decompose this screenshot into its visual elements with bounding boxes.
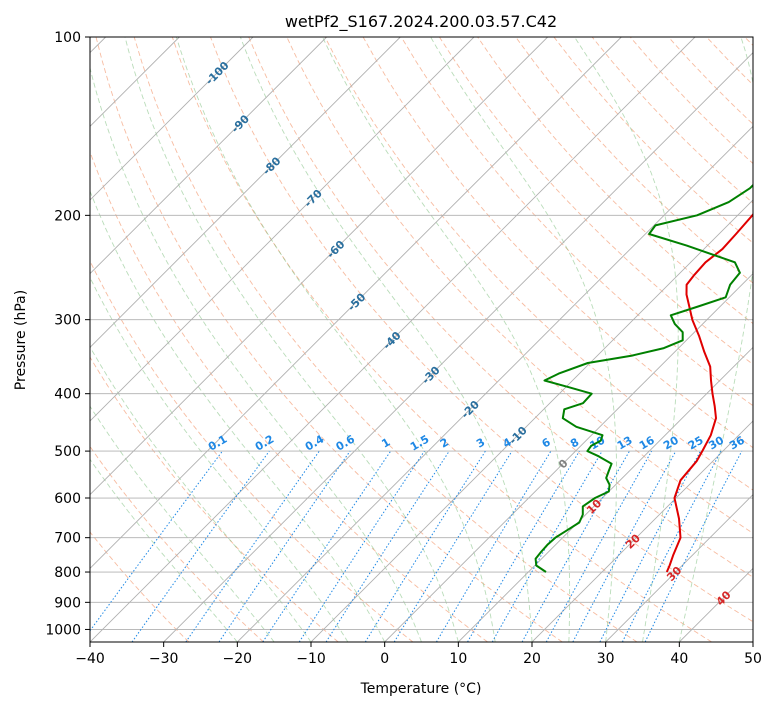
x-axis-ticks: −40 −30 −20 −10 0 10 20 30 40 50 xyxy=(75,642,762,667)
y-tick-label: 1000 xyxy=(45,622,81,638)
plot-background xyxy=(90,37,753,642)
isotherm xyxy=(90,37,401,348)
mixing-ratio-line xyxy=(325,450,450,642)
isotherm xyxy=(90,37,475,422)
mixing-ratio-line xyxy=(298,450,425,642)
dry-adiabat xyxy=(210,37,753,623)
y-axis-ticks: 100 200 300 400 500 600 700 800 900 1000 xyxy=(45,30,90,638)
isotherm xyxy=(90,37,548,496)
x-tick-label: 20 xyxy=(523,651,541,667)
y-tick-label: 400 xyxy=(54,387,81,403)
x-tick-label: 40 xyxy=(670,651,688,667)
dry-adiabat xyxy=(515,37,753,284)
isotherm xyxy=(90,37,254,201)
mixing-ratio-line xyxy=(262,450,392,642)
y-tick-label: 900 xyxy=(54,595,81,611)
dry-adiabat xyxy=(90,150,488,642)
isotherm xyxy=(531,420,753,642)
plot-frame xyxy=(89,36,754,643)
y-tick-label: 100 xyxy=(54,30,81,46)
moist-adiabat xyxy=(678,37,753,642)
moist-adiabat xyxy=(239,37,533,642)
moist-adiabat xyxy=(90,276,349,642)
isotherm xyxy=(458,346,753,642)
dry-adiabat xyxy=(133,37,638,642)
dry-adiabat xyxy=(90,531,190,642)
mixing-ratio-line xyxy=(435,450,552,642)
dewpoint-profile-line xyxy=(534,183,753,573)
isotherm xyxy=(384,273,753,642)
dry-adiabat xyxy=(400,37,753,407)
mixing-ratio-line xyxy=(393,450,513,642)
mixing-ratio-line xyxy=(185,450,320,642)
mixing-ratio-line xyxy=(621,450,722,642)
isotherm xyxy=(310,199,753,642)
isotherm xyxy=(90,37,622,569)
x-tick-label: 0 xyxy=(380,651,389,667)
mixing-ratio-line xyxy=(90,450,223,632)
dry-adiabat xyxy=(90,445,264,642)
moist-adiabat xyxy=(90,405,275,642)
x-tick-label: 30 xyxy=(597,651,615,667)
dry-adiabat xyxy=(171,37,712,642)
mixing-ratio-line xyxy=(644,450,743,642)
temperature-profile-line xyxy=(665,212,753,573)
mixing-ratio-line xyxy=(545,450,653,642)
x-tick-label: 50 xyxy=(744,651,762,667)
x-tick-label: 10 xyxy=(449,651,467,667)
isotherm xyxy=(237,125,753,642)
isotherm xyxy=(90,37,327,275)
x-axis-label: Temperature (°C) xyxy=(360,681,482,697)
y-tick-label: 200 xyxy=(54,208,81,224)
dry-adiabat xyxy=(439,37,753,365)
moist-adiabat xyxy=(124,37,459,642)
x-tick-label: −40 xyxy=(75,651,105,667)
moist-adiabat xyxy=(430,37,617,642)
dry-adiabat xyxy=(90,356,339,642)
mixing-ratio-line xyxy=(364,450,486,642)
dry-adiabat xyxy=(324,37,753,491)
mixing-ratio-line xyxy=(572,450,677,642)
x-tick-label: −30 xyxy=(149,651,179,667)
dry-adiabat xyxy=(95,37,563,642)
y-tick-label: 700 xyxy=(54,531,81,547)
moist-adiabat xyxy=(574,37,679,642)
dry-adiabat xyxy=(248,37,753,578)
moist-adiabat xyxy=(90,190,386,642)
mixing-ratio-line xyxy=(131,450,270,642)
isotherm xyxy=(90,37,696,642)
y-tick-label: 600 xyxy=(54,491,81,507)
moist-adiabat xyxy=(175,37,496,642)
moist-adiabat xyxy=(90,458,238,642)
isotherm xyxy=(605,494,753,642)
x-tick-label: −20 xyxy=(223,651,253,667)
series-lines xyxy=(534,183,753,573)
moist-adiabat xyxy=(90,66,422,642)
moist-adiabat xyxy=(322,37,571,642)
x-tick-label: −10 xyxy=(296,651,326,667)
isotherm xyxy=(163,52,753,642)
isotherm xyxy=(752,641,753,642)
mixing-ratio-line xyxy=(218,450,351,642)
chart-title: wetPf2_S167.2024.200.03.57.C42 xyxy=(285,12,557,32)
y-tick-label: 500 xyxy=(54,444,81,460)
mixing-ratio-line xyxy=(599,450,701,642)
y-tick-label: 300 xyxy=(54,313,81,329)
y-tick-label: 800 xyxy=(54,565,81,581)
y-axis-label: Pressure (hPa) xyxy=(13,290,29,390)
